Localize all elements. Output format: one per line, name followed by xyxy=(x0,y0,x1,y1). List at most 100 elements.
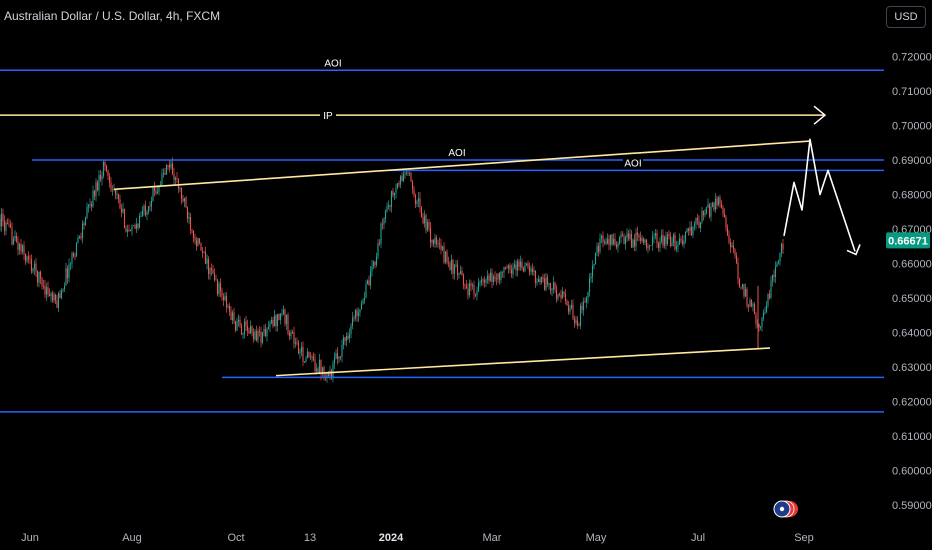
candle-body xyxy=(728,235,730,243)
candle-body xyxy=(570,304,573,308)
candle-body xyxy=(83,223,85,226)
candle-body xyxy=(659,241,661,248)
candle-body xyxy=(482,279,484,281)
candle-body xyxy=(80,236,82,239)
candle-body xyxy=(752,304,754,307)
trendline[interactable] xyxy=(275,347,771,377)
price-tick-label: 0.64000 xyxy=(892,328,932,340)
candle-body xyxy=(314,359,316,372)
candle-body xyxy=(125,228,127,232)
candle-body xyxy=(383,218,385,225)
candle-body xyxy=(17,241,19,250)
candle-body xyxy=(231,312,234,321)
candle-body xyxy=(690,227,693,236)
candle-body xyxy=(765,305,768,313)
candle-body xyxy=(51,293,54,301)
candle-body xyxy=(510,269,513,275)
candle-body xyxy=(362,300,364,304)
candle-body xyxy=(495,278,498,280)
candle-body xyxy=(731,245,733,248)
candle-body xyxy=(522,268,525,272)
candle-body xyxy=(281,313,283,315)
candle-body xyxy=(488,275,490,281)
candle-body xyxy=(368,280,370,286)
candle-body xyxy=(147,206,150,213)
candle-body xyxy=(407,172,409,174)
candle-body xyxy=(72,253,75,256)
candle-body xyxy=(279,313,282,320)
price-tick-label: 0.62000 xyxy=(892,397,932,409)
candle-body xyxy=(560,294,562,299)
candle-body xyxy=(68,264,70,279)
ip-arrowhead xyxy=(813,105,827,125)
candle-body xyxy=(266,329,268,336)
candle-body xyxy=(50,293,52,297)
candle-body xyxy=(201,250,204,253)
candle-body xyxy=(669,235,672,247)
candle-body xyxy=(396,183,399,188)
candle-body xyxy=(6,222,9,224)
candle-body xyxy=(248,330,250,334)
candle-body xyxy=(557,294,559,299)
candle-body xyxy=(285,314,288,324)
candle-body xyxy=(768,294,771,299)
candle-body xyxy=(566,300,568,306)
flag-icon[interactable] xyxy=(773,500,798,518)
candle-body xyxy=(744,289,747,297)
candle-body xyxy=(230,311,232,321)
candle-body xyxy=(603,241,606,243)
candle-body xyxy=(165,164,168,175)
candle-body xyxy=(42,285,45,287)
trendline[interactable] xyxy=(113,140,811,191)
candle-body xyxy=(642,238,645,243)
candle-body xyxy=(699,222,702,229)
currency-button[interactable]: USD xyxy=(886,6,926,28)
candle-body xyxy=(555,289,558,299)
candle-body xyxy=(624,237,627,245)
candle-body xyxy=(300,346,303,352)
candle-body xyxy=(213,273,216,281)
candle-body xyxy=(276,314,279,326)
candle-body xyxy=(476,290,478,296)
candle-body xyxy=(456,264,459,275)
candle-body xyxy=(747,305,750,307)
candle-body xyxy=(384,211,387,219)
candle-body xyxy=(401,176,403,181)
candle-body xyxy=(774,266,777,277)
candle-body xyxy=(696,217,699,221)
candle-body xyxy=(452,259,454,274)
candle-body xyxy=(237,319,240,322)
candle-body xyxy=(218,283,220,295)
candle-body xyxy=(186,207,189,219)
candle-body xyxy=(332,363,334,377)
candle-body xyxy=(113,189,115,191)
candle-body xyxy=(81,223,84,239)
candle-body xyxy=(114,189,117,195)
candle-body xyxy=(342,337,345,345)
candle-body xyxy=(245,321,247,326)
candle-body xyxy=(702,210,705,216)
candle-body xyxy=(333,358,336,364)
candle-body xyxy=(150,201,153,207)
candle-body xyxy=(189,216,192,230)
candle-body xyxy=(593,264,595,266)
candle-body xyxy=(471,284,474,286)
candle-body xyxy=(288,332,291,337)
candle-body xyxy=(615,244,618,248)
candle-body xyxy=(29,258,31,260)
candle-body xyxy=(666,234,669,244)
time-tick-label: Jul xyxy=(691,532,705,544)
candle-body xyxy=(701,210,703,223)
price-tick-label: 0.59000 xyxy=(892,500,932,512)
candle-body xyxy=(162,172,165,174)
candle-body xyxy=(89,204,91,206)
candle-body xyxy=(293,332,295,344)
projection-line[interactable] xyxy=(783,138,856,252)
candle-body xyxy=(377,243,379,257)
candle-body xyxy=(660,234,663,242)
candle-body xyxy=(764,312,766,313)
candle-body xyxy=(138,216,141,228)
candle-body xyxy=(645,239,648,248)
candle-body xyxy=(501,271,504,273)
